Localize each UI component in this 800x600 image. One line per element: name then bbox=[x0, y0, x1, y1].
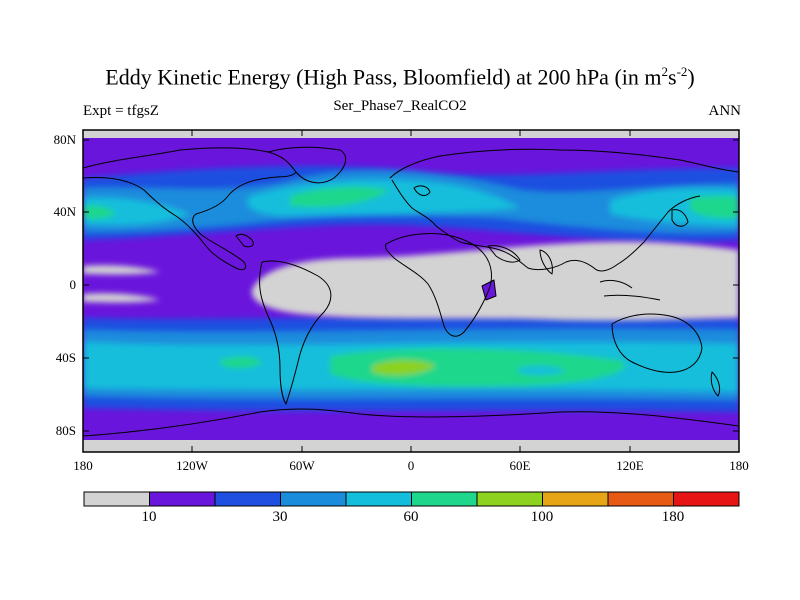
coast-japan bbox=[671, 209, 689, 227]
colorbar-label-30: 30 bbox=[272, 509, 288, 525]
lat-label-eq: 0 bbox=[69, 277, 77, 292]
lon-label-180e: 180 bbox=[729, 458, 749, 473]
field-sh-patch-west bbox=[220, 356, 262, 369]
experiment-label: Expt = tfgsZ bbox=[83, 103, 159, 119]
coast-australia bbox=[611, 313, 703, 373]
lon-label-120e: 120E bbox=[616, 458, 644, 473]
lat-label-80s: 80S bbox=[55, 423, 76, 438]
coast-north-america bbox=[83, 147, 297, 271]
field-nh-pacific-core-east bbox=[690, 195, 739, 219]
colorbar-swatch bbox=[149, 491, 216, 507]
colorbar bbox=[83, 491, 740, 507]
colorbar-swatch bbox=[476, 491, 543, 507]
colorbar-swatch bbox=[214, 491, 281, 507]
coast-british-isles bbox=[413, 185, 431, 196]
lon-label-120w: 120W bbox=[176, 458, 208, 473]
field-tropic-main bbox=[251, 241, 739, 321]
energy-field bbox=[83, 130, 739, 452]
field-nh-pacific-west bbox=[83, 197, 190, 225]
coast-indonesia-north bbox=[599, 279, 633, 289]
coast-south-america bbox=[259, 260, 332, 405]
colorbar-label-10: 10 bbox=[141, 509, 157, 525]
colorbar-swatch bbox=[345, 491, 412, 507]
run-name-label: Ser_Phase7_RealCO2 bbox=[333, 98, 467, 114]
coastlines bbox=[83, 146, 739, 437]
field-sh-max bbox=[372, 360, 436, 376]
coast-greenland bbox=[267, 146, 347, 184]
plot-title: Eddy Kinetic Energy (High Pass, Bloomfie… bbox=[105, 64, 695, 90]
field-sh-patch-east bbox=[518, 365, 566, 375]
axis-ticks bbox=[83, 130, 739, 452]
lat-label-40n: 40N bbox=[53, 204, 76, 219]
lat-label-40s: 40S bbox=[55, 350, 76, 365]
coast-new-zealand bbox=[710, 371, 721, 397]
field-nh-atlantic-core bbox=[290, 186, 390, 208]
colorbar-swatch bbox=[673, 491, 740, 507]
colorbar-swatch bbox=[83, 491, 150, 507]
colorbar-label-180: 180 bbox=[661, 509, 685, 525]
coast-southern-eurasia bbox=[391, 179, 701, 272]
coast-arabia bbox=[487, 245, 521, 263]
coast-caribbean bbox=[235, 233, 254, 248]
field-sh-core bbox=[330, 348, 626, 387]
field-tropic-west-upper bbox=[83, 265, 160, 275]
colorbar-label-100: 100 bbox=[530, 509, 554, 525]
lon-label-180w: 180 bbox=[73, 458, 93, 473]
colorbar-swatch bbox=[607, 491, 674, 507]
season-label: ANN bbox=[708, 103, 742, 119]
coast-madagascar bbox=[481, 279, 497, 301]
lon-label-0: 0 bbox=[407, 458, 415, 473]
coast-indonesia-south bbox=[603, 294, 661, 301]
colorbar-swatch bbox=[411, 491, 478, 507]
coast-antarctica bbox=[83, 408, 739, 437]
colorbar-swatch bbox=[542, 491, 609, 507]
field-tropic-west-lower bbox=[83, 293, 160, 303]
coast-africa bbox=[385, 233, 492, 337]
colorbar-swatch bbox=[280, 491, 347, 507]
coast-arctic-eurasia bbox=[389, 148, 739, 179]
lon-label-60w: 60W bbox=[289, 458, 315, 473]
lat-label-80n: 80N bbox=[53, 132, 76, 147]
lon-label-60e: 60E bbox=[509, 458, 531, 473]
coast-india bbox=[539, 249, 553, 275]
colorbar-label-60: 60 bbox=[403, 509, 419, 525]
field-nh-pacific-core-west bbox=[83, 205, 116, 220]
